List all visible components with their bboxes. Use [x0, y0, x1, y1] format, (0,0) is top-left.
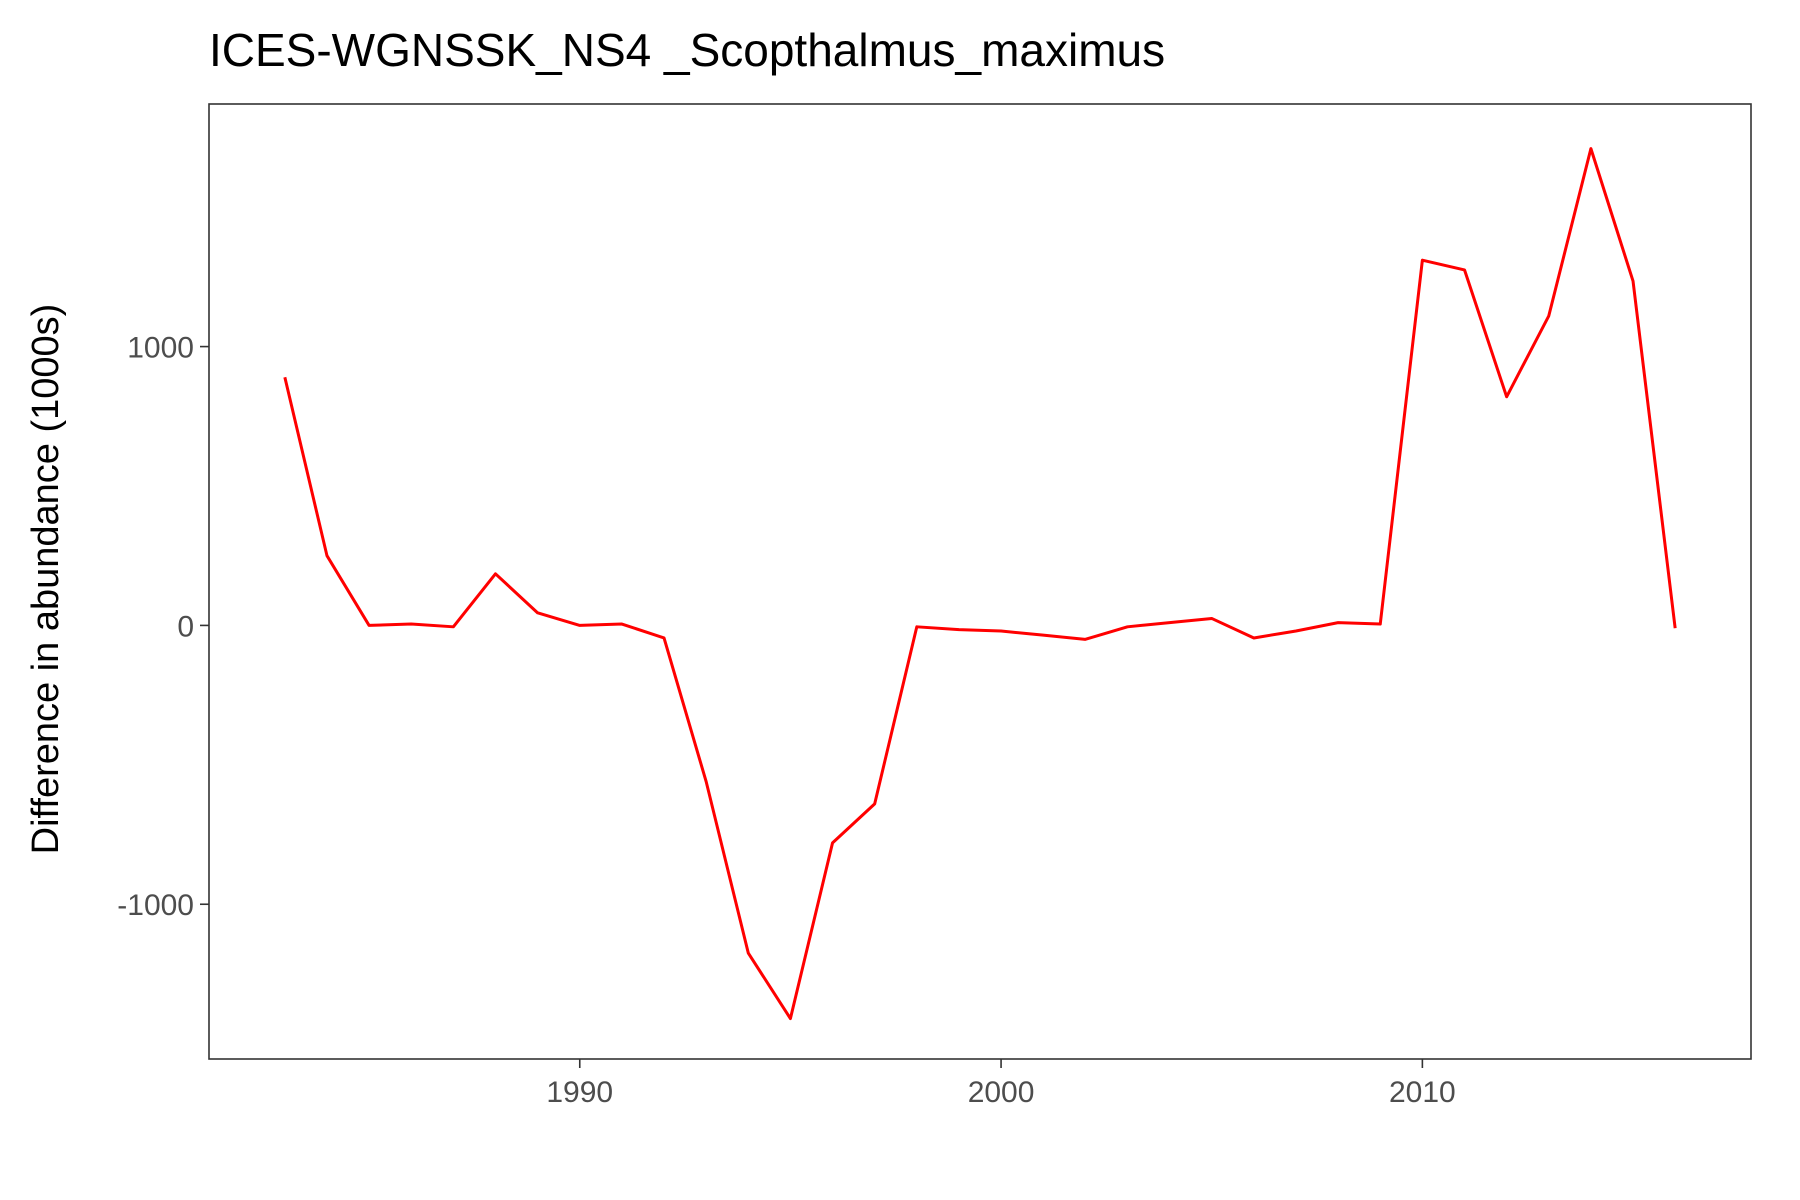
- series-line: [283, 147, 1677, 1021]
- y-tick-label--1000: -1000: [117, 889, 194, 922]
- chart-title: ICES-WGNSSK_NS4 _Scopthalmus_maximus: [209, 24, 1165, 76]
- y-tick-label-1000: 1000: [127, 332, 194, 365]
- x-tick-label-2000: 2000: [968, 1076, 1035, 1109]
- x-tick-label-1990: 1990: [546, 1076, 613, 1109]
- x-tick-label-2010: 2010: [1389, 1076, 1456, 1109]
- plot-area: 1990 2000 2010 -1000 0 1000: [117, 103, 1752, 1109]
- y-tick-label-0: 0: [177, 610, 194, 643]
- plot-panel-border: [208, 103, 1752, 1060]
- y-axis-title: Difference in abundance (1000s): [25, 304, 67, 855]
